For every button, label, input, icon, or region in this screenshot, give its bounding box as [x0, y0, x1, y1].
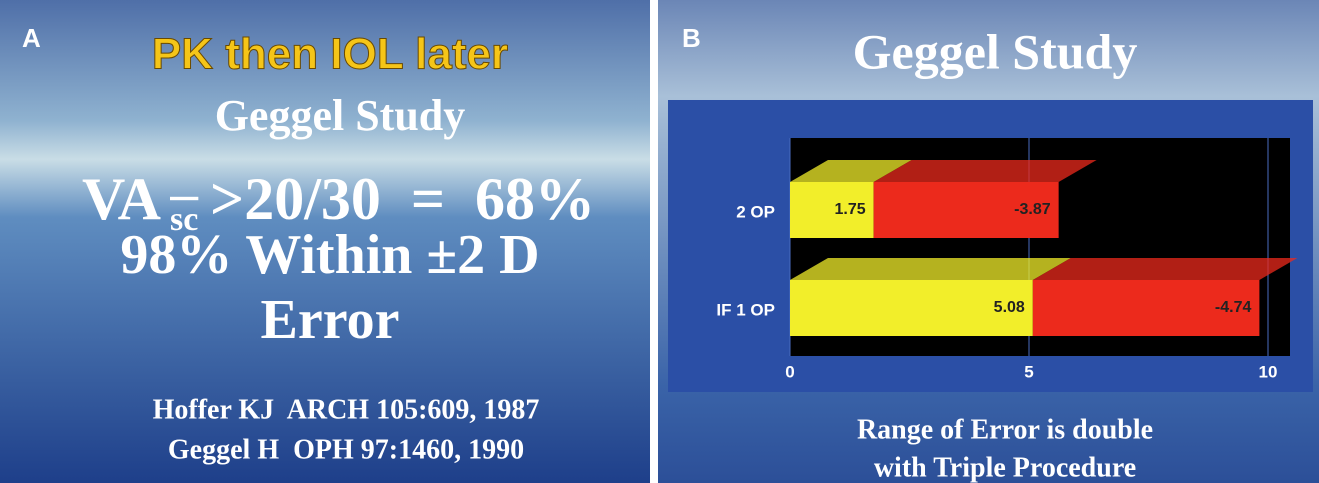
bar-top: [790, 258, 1071, 280]
caption: Range of Error is double: [857, 414, 1153, 445]
slide-subtitle: Geggel Study: [215, 91, 466, 140]
y-tick-label: 2 OP: [736, 202, 775, 221]
y-tick-label: IF 1 OP: [716, 300, 775, 319]
body-line: 98% Within ±2 D: [120, 224, 539, 286]
bar-segment: [790, 258, 1071, 336]
x-tick-label: 5: [1024, 362, 1033, 381]
body-line: Error: [261, 289, 400, 351]
value-label: 5.08: [994, 299, 1025, 316]
reference: Geggel H OPH 97:1460, 1990: [168, 434, 524, 465]
chart-title: Geggel Study: [853, 23, 1138, 79]
slides: A PK then IOL later Geggel Study VA sc >…: [0, 0, 1319, 483]
value-label: -4.74: [1215, 299, 1252, 316]
caption: with Triple Procedure: [874, 452, 1136, 483]
panel-letter: B: [682, 23, 701, 53]
panel-letter: A: [22, 23, 41, 53]
slide-title: PK then IOL later: [152, 30, 508, 79]
value-label: -3.87: [1014, 201, 1051, 218]
x-tick-label: 0: [785, 362, 794, 381]
page: A PK then IOL later Geggel Study VA sc >…: [0, 0, 1319, 483]
bar-top: [1033, 258, 1298, 280]
bar-segment: [1033, 258, 1298, 336]
bar-top: [874, 160, 1097, 182]
value-label: 1.75: [835, 201, 866, 218]
va-text: VA: [82, 166, 161, 232]
va-rest: >20/30 = 68%: [210, 166, 595, 232]
reference: Hoffer KJ ARCH 105:609, 1987: [153, 394, 540, 425]
x-tick-label: 10: [1259, 362, 1278, 381]
